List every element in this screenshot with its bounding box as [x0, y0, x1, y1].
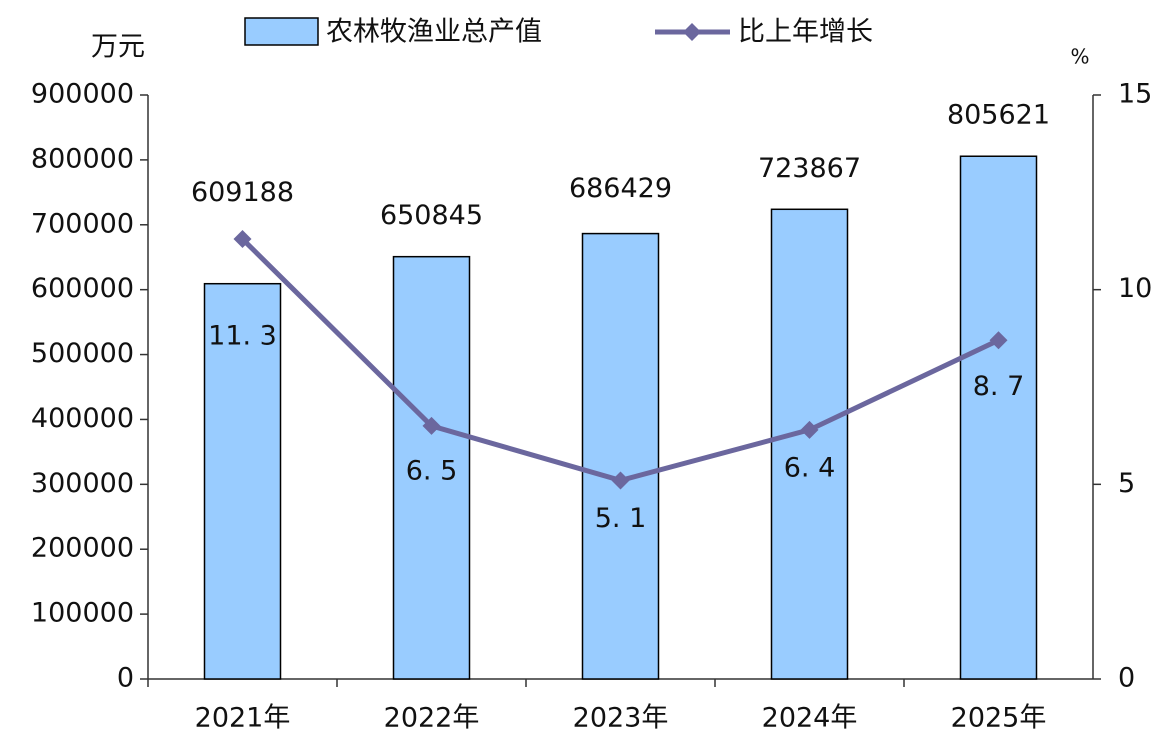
legend-swatch [244, 17, 319, 46]
bar-value-label: 686429 [569, 173, 672, 204]
y2-tick-label: 10 [1118, 273, 1152, 304]
bar-value-label: 805621 [947, 100, 1050, 131]
y2-tick-label: 0 [1118, 663, 1135, 694]
line-marker [422, 416, 441, 435]
y-tick-label: 400000 [31, 403, 134, 434]
x-tick-label: 2024年 [762, 703, 858, 734]
line-value-label: 8. 7 [973, 371, 1025, 402]
x-tick-label: 2021年 [195, 703, 291, 734]
x-tick-label: 2022年 [384, 703, 480, 734]
y-tick-label: 800000 [31, 143, 134, 174]
line-value-label: 6. 5 [406, 455, 458, 486]
y-tick-label: 900000 [31, 79, 134, 110]
bar-value-label: 609188 [191, 177, 294, 208]
y-tick-label: 300000 [31, 468, 134, 499]
y2-tick-label: 5 [1118, 468, 1135, 499]
bar [770, 208, 849, 680]
legend-label: 比上年增长 [738, 17, 873, 48]
y-tick-label: 500000 [31, 338, 134, 369]
x-tick-label: 2023年 [573, 703, 669, 734]
line-value-label: 5. 1 [595, 503, 647, 534]
line-marker [800, 420, 819, 439]
y-tick-label: 200000 [31, 533, 134, 564]
bar [392, 255, 471, 680]
legend-label: 农林牧渔业总产值 [326, 17, 542, 48]
y-axis-label: 万元 [91, 32, 145, 63]
x-tick-label: 2025年 [951, 703, 1047, 734]
y2-axis-label: % [1070, 45, 1089, 69]
y-tick-label: 100000 [31, 598, 134, 629]
bar-value-label: 723867 [758, 153, 861, 184]
y-tick-label: 0 [117, 663, 134, 694]
line-marker [233, 230, 252, 249]
line-marker [611, 471, 630, 490]
bar [581, 232, 660, 680]
legend-swatch [683, 23, 701, 41]
line-value-label: 11. 3 [208, 321, 277, 352]
line-value-label: 6. 4 [784, 452, 836, 483]
y-tick-label: 600000 [31, 273, 134, 304]
bar [203, 282, 282, 680]
line-marker [989, 331, 1008, 350]
y-tick-label: 700000 [31, 208, 134, 239]
bar [959, 155, 1038, 680]
y2-tick-label: 15 [1118, 79, 1152, 110]
bar-value-label: 650845 [380, 200, 483, 231]
